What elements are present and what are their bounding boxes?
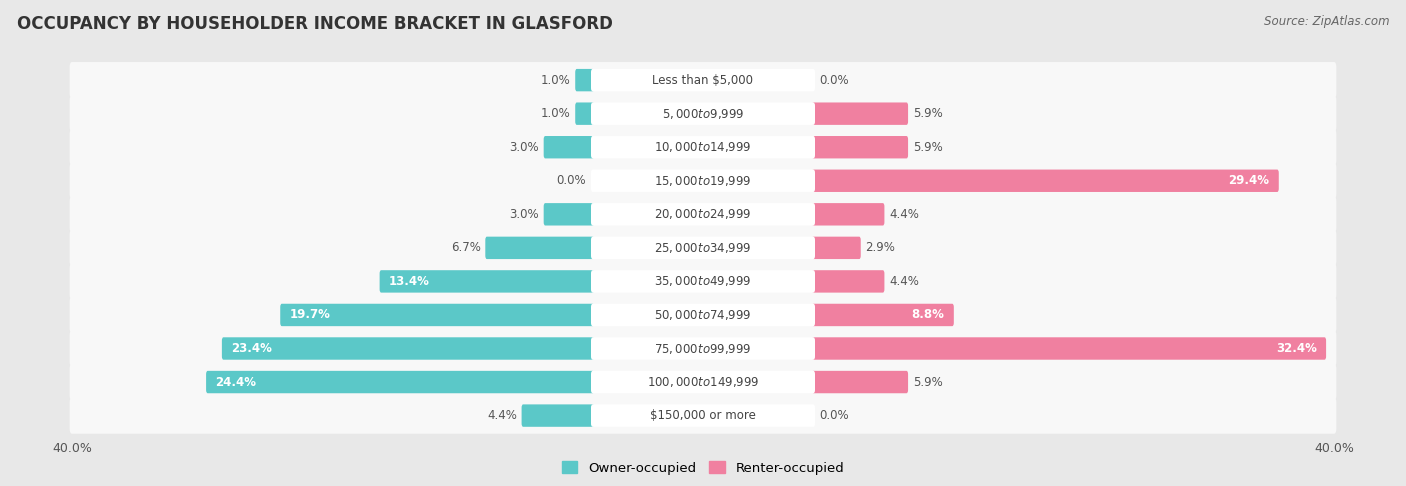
FancyBboxPatch shape xyxy=(811,203,884,226)
Text: 5.9%: 5.9% xyxy=(912,107,942,120)
FancyBboxPatch shape xyxy=(591,404,815,427)
Text: 29.4%: 29.4% xyxy=(1229,174,1270,187)
FancyBboxPatch shape xyxy=(70,129,1336,165)
Text: $75,000 to $99,999: $75,000 to $99,999 xyxy=(654,342,752,355)
Text: 1.0%: 1.0% xyxy=(541,107,571,120)
Text: 32.4%: 32.4% xyxy=(1275,342,1316,355)
FancyBboxPatch shape xyxy=(70,263,1336,299)
FancyBboxPatch shape xyxy=(591,304,815,326)
Text: 0.0%: 0.0% xyxy=(557,174,586,187)
FancyBboxPatch shape xyxy=(522,404,595,427)
FancyBboxPatch shape xyxy=(70,364,1336,400)
FancyBboxPatch shape xyxy=(591,136,815,158)
FancyBboxPatch shape xyxy=(811,136,908,158)
Text: $150,000 or more: $150,000 or more xyxy=(650,409,756,422)
Text: 19.7%: 19.7% xyxy=(290,309,330,321)
FancyBboxPatch shape xyxy=(544,136,595,158)
FancyBboxPatch shape xyxy=(280,304,595,326)
Legend: Owner-occupied, Renter-occupied: Owner-occupied, Renter-occupied xyxy=(557,456,849,480)
Text: Source: ZipAtlas.com: Source: ZipAtlas.com xyxy=(1264,15,1389,28)
Text: $5,000 to $9,999: $5,000 to $9,999 xyxy=(662,106,744,121)
FancyBboxPatch shape xyxy=(485,237,595,259)
FancyBboxPatch shape xyxy=(591,69,815,91)
Text: $20,000 to $24,999: $20,000 to $24,999 xyxy=(654,208,752,221)
FancyBboxPatch shape xyxy=(811,270,884,293)
Text: 3.0%: 3.0% xyxy=(509,208,538,221)
FancyBboxPatch shape xyxy=(811,237,860,259)
FancyBboxPatch shape xyxy=(70,196,1336,232)
Text: 4.4%: 4.4% xyxy=(889,208,920,221)
Text: 0.0%: 0.0% xyxy=(820,409,849,422)
Text: 3.0%: 3.0% xyxy=(509,141,538,154)
FancyBboxPatch shape xyxy=(70,96,1336,132)
Text: $15,000 to $19,999: $15,000 to $19,999 xyxy=(654,174,752,188)
FancyBboxPatch shape xyxy=(591,103,815,125)
FancyBboxPatch shape xyxy=(811,170,1279,192)
Text: $50,000 to $74,999: $50,000 to $74,999 xyxy=(654,308,752,322)
Text: $35,000 to $49,999: $35,000 to $49,999 xyxy=(654,275,752,288)
FancyBboxPatch shape xyxy=(70,163,1336,199)
FancyBboxPatch shape xyxy=(591,203,815,226)
FancyBboxPatch shape xyxy=(811,103,908,125)
FancyBboxPatch shape xyxy=(591,371,815,393)
FancyBboxPatch shape xyxy=(575,103,595,125)
FancyBboxPatch shape xyxy=(70,297,1336,333)
FancyBboxPatch shape xyxy=(207,371,595,393)
FancyBboxPatch shape xyxy=(575,69,595,91)
FancyBboxPatch shape xyxy=(70,330,1336,366)
FancyBboxPatch shape xyxy=(591,270,815,293)
Text: $25,000 to $34,999: $25,000 to $34,999 xyxy=(654,241,752,255)
FancyBboxPatch shape xyxy=(380,270,595,293)
Text: 8.8%: 8.8% xyxy=(911,309,945,321)
Text: 5.9%: 5.9% xyxy=(912,141,942,154)
Text: 1.0%: 1.0% xyxy=(541,73,571,87)
FancyBboxPatch shape xyxy=(591,237,815,259)
FancyBboxPatch shape xyxy=(811,371,908,393)
Text: 24.4%: 24.4% xyxy=(215,376,256,388)
FancyBboxPatch shape xyxy=(70,230,1336,266)
Text: 0.0%: 0.0% xyxy=(820,73,849,87)
Text: $100,000 to $149,999: $100,000 to $149,999 xyxy=(647,375,759,389)
Text: 6.7%: 6.7% xyxy=(451,242,481,254)
FancyBboxPatch shape xyxy=(811,337,1326,360)
Text: Less than $5,000: Less than $5,000 xyxy=(652,73,754,87)
FancyBboxPatch shape xyxy=(544,203,595,226)
FancyBboxPatch shape xyxy=(811,304,953,326)
Text: 23.4%: 23.4% xyxy=(232,342,273,355)
Text: 4.4%: 4.4% xyxy=(889,275,920,288)
Text: OCCUPANCY BY HOUSEHOLDER INCOME BRACKET IN GLASFORD: OCCUPANCY BY HOUSEHOLDER INCOME BRACKET … xyxy=(17,15,613,33)
FancyBboxPatch shape xyxy=(70,398,1336,434)
Text: 13.4%: 13.4% xyxy=(389,275,430,288)
Text: 5.9%: 5.9% xyxy=(912,376,942,388)
Text: $10,000 to $14,999: $10,000 to $14,999 xyxy=(654,140,752,154)
FancyBboxPatch shape xyxy=(591,337,815,360)
FancyBboxPatch shape xyxy=(70,62,1336,98)
Text: 2.9%: 2.9% xyxy=(866,242,896,254)
FancyBboxPatch shape xyxy=(591,170,815,192)
Text: 4.4%: 4.4% xyxy=(486,409,517,422)
FancyBboxPatch shape xyxy=(222,337,595,360)
